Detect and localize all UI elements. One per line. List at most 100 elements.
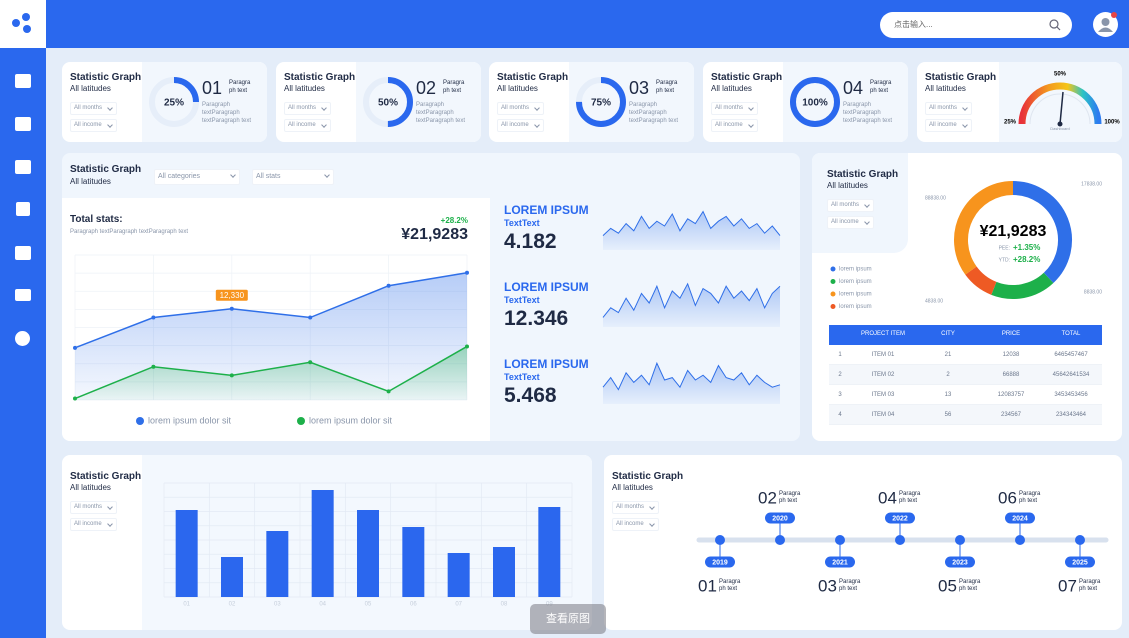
filter-dropdown[interactable]: All income xyxy=(711,119,758,132)
bar xyxy=(538,507,561,597)
legend-label: lorem ipsum xyxy=(839,267,872,273)
data-point xyxy=(151,315,156,320)
gauge-arc xyxy=(1018,82,1102,125)
x-tick-label: 04 xyxy=(319,602,326,608)
filter-dropdown[interactable]: All months xyxy=(925,102,973,115)
bar-chart: 010203040506070809 xyxy=(163,482,573,608)
timeline: 2019 01 2020 02 2021 03 2022 04 2023 05 2024 06 2025… xyxy=(696,488,1109,595)
donut-annotation: 88838.00 xyxy=(925,195,946,201)
view-original-button[interactable]: 查看原图 xyxy=(530,604,606,634)
nav-mail[interactable] xyxy=(15,289,31,301)
milestone-number: 02 xyxy=(758,488,777,507)
kpi-number: 01 xyxy=(202,78,223,98)
filter-dropdown[interactable]: All income xyxy=(70,518,117,531)
legend-dot xyxy=(830,304,836,309)
card-subtitle: All latitudes xyxy=(612,483,653,492)
table-cell: 234343464 xyxy=(1055,412,1087,418)
milestone-caption: Paragra ph text xyxy=(719,579,741,592)
legend-dot xyxy=(830,266,836,272)
legend-dot xyxy=(297,417,305,425)
avatar[interactable] xyxy=(1093,12,1118,37)
value-label-box xyxy=(215,289,248,301)
kpi-caption: Paragra ph text xyxy=(229,80,251,94)
filter-dropdown[interactable]: All income xyxy=(925,119,972,132)
milestone-caption: Paragra ph text xyxy=(959,579,981,592)
kpi-number: 04 xyxy=(843,78,864,98)
milestone-number: 04 xyxy=(878,488,897,507)
nav-notes[interactable] xyxy=(16,202,30,216)
logo-mark xyxy=(12,13,31,33)
logo xyxy=(0,0,46,48)
ring-label: 50% xyxy=(378,98,398,109)
filter-dropdown[interactable]: All stats xyxy=(252,169,334,185)
milestone-caption: Paragra ph text xyxy=(839,579,861,592)
year-label: 2019 xyxy=(712,559,728,566)
table-cell: 6465457467 xyxy=(1054,352,1088,358)
ring-chart: 25% xyxy=(149,77,199,127)
table-cell: ITEM 02 xyxy=(871,372,895,378)
card-title: Statistic Graph xyxy=(497,72,569,83)
filter-dropdown[interactable]: All months xyxy=(711,102,759,115)
ring-label: 100% xyxy=(802,98,828,109)
filter-dropdown[interactable]: All income xyxy=(70,119,117,132)
x-tick-label: 05 xyxy=(365,602,372,608)
filter-dropdown[interactable]: All months xyxy=(70,501,118,514)
table-cell: ITEM 04 xyxy=(871,412,895,418)
timeline-card: Statistic Graph All latitudes All months Al… xyxy=(604,455,1122,630)
card-subtitle: All latitudes xyxy=(70,84,111,93)
nav-calendar[interactable] xyxy=(15,246,31,260)
sparkline-line xyxy=(602,210,781,236)
legend-dot xyxy=(830,291,836,297)
filter-dropdown[interactable]: All categories xyxy=(154,169,240,185)
nav-store[interactable] xyxy=(15,74,31,88)
milestone-caption: Paragra ph text xyxy=(779,491,801,504)
filter-dropdown[interactable]: All months xyxy=(497,102,545,115)
filter-dropdown[interactable]: All income xyxy=(827,216,874,229)
nav-contacts[interactable] xyxy=(15,160,31,174)
filter-dropdown[interactable]: All months xyxy=(284,102,332,115)
data-point xyxy=(229,373,234,378)
card-panel xyxy=(142,62,267,142)
legend-label: lorem ipsum xyxy=(839,304,872,310)
sparkline-area xyxy=(603,211,780,250)
year-label: 2024 xyxy=(1012,515,1028,522)
sparkline xyxy=(602,210,781,250)
kpi-caption: Paragra ph text xyxy=(443,80,465,94)
table-cell: 56 xyxy=(944,412,952,418)
donut-segment xyxy=(991,272,1054,299)
year-tag xyxy=(1065,556,1095,568)
table-row xyxy=(829,405,1102,425)
series-line xyxy=(74,272,468,349)
legend-label: lorem ipsum xyxy=(839,279,872,285)
card-subtitle: All latitudes xyxy=(284,84,325,93)
year-tag xyxy=(825,556,855,568)
gauge-needle xyxy=(1059,91,1064,125)
data-point xyxy=(308,360,313,365)
donut-amount: ¥21,9283 xyxy=(980,223,1047,240)
table-header-cell: CITY xyxy=(941,331,955,337)
ring-label: 25% xyxy=(164,98,184,109)
total-change: +28.2% xyxy=(440,216,468,225)
donut-segment xyxy=(1012,181,1072,284)
year-tag xyxy=(1005,512,1035,524)
table-cell: 4 xyxy=(838,412,842,418)
table-cell: 12083757 xyxy=(997,392,1025,398)
filter-dropdown[interactable]: All income xyxy=(284,119,331,132)
filter-dropdown[interactable]: All income xyxy=(497,119,544,132)
filter-dropdown[interactable]: All months xyxy=(827,199,875,212)
card-subtitle: All latitudes xyxy=(497,84,538,93)
filter-dropdown[interactable]: All months xyxy=(612,501,660,514)
metric-value: 4.182 xyxy=(504,230,557,253)
filter-dropdown[interactable]: All income xyxy=(612,518,659,531)
table-cell: 234567 xyxy=(1000,412,1022,418)
metric-value: 12.346 xyxy=(504,307,569,330)
total-text: Paragraph textParagraph textParagraph te… xyxy=(70,229,189,235)
filter-dropdown[interactable]: All months xyxy=(70,102,118,115)
milestone-caption: Paragra ph text xyxy=(899,491,921,504)
nav-messages[interactable] xyxy=(15,117,31,131)
nav-settings[interactable] xyxy=(15,331,30,346)
kpi-card: Statistic Graph All latitudes All months Al… xyxy=(703,62,908,142)
card-panel xyxy=(569,62,694,142)
search-box[interactable]: 点击输入... xyxy=(880,12,1072,38)
bar xyxy=(447,553,470,597)
